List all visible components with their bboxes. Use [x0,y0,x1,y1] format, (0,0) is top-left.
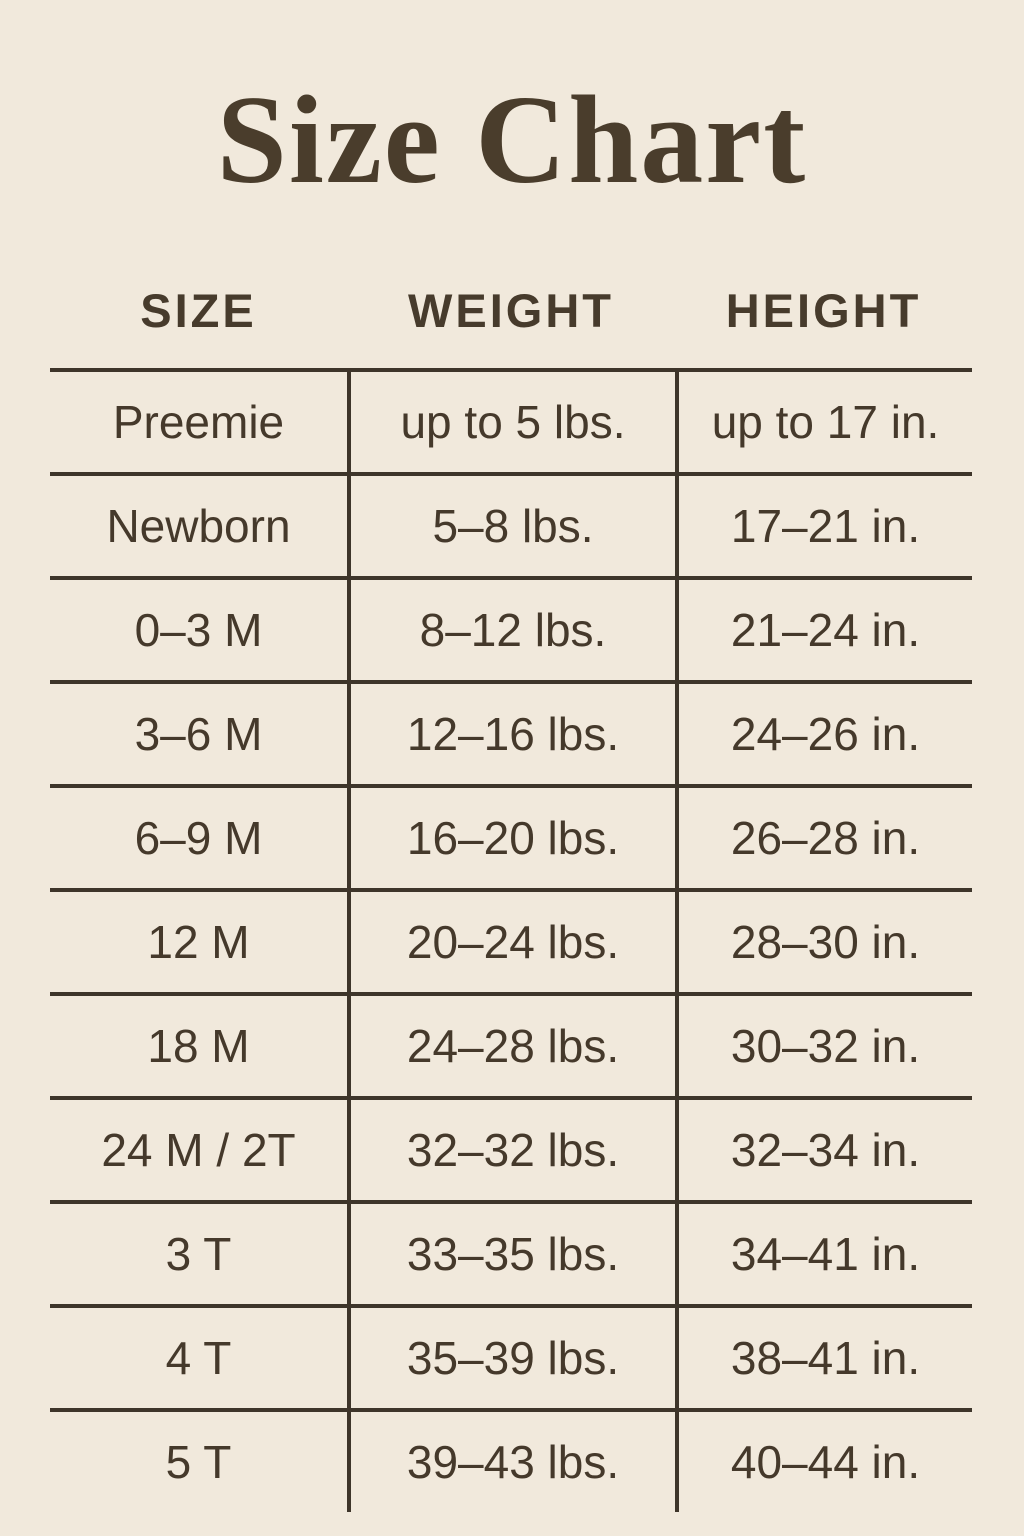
table-row: 3–6 M 12–16 lbs. 24–26 in. [50,680,972,784]
table-header-row: SIZE WEIGHT HEIGHT [50,268,972,352]
table-row: 18 M 24–28 lbs. 30–32 in. [50,992,972,1096]
weight-cell: 35–39 lbs. [347,1308,675,1408]
weight-cell: 8–12 lbs. [347,580,675,680]
height-cell: 38–41 in. [675,1308,972,1408]
size-cell: 3 T [165,1228,232,1280]
size-cell: 4 T [165,1332,232,1384]
table-row: 24 M / 2T 32–32 lbs. 32–34 in. [50,1096,972,1200]
table-row: 3 T 33–35 lbs. 34–41 in. [50,1200,972,1304]
weight-cell: 16–20 lbs. [347,788,675,888]
height-cell: 40–44 in. [675,1412,972,1512]
weight-cell: up to 5 lbs. [347,372,675,472]
height-cell: 30–32 in. [675,996,972,1096]
column-header-size: SIZE [140,283,257,337]
height-cell: up to 17 in. [675,372,972,472]
size-cell: Newborn [106,500,291,552]
page-title: Size Chart [216,71,808,210]
size-cell: 18 M [147,1020,250,1072]
weight-cell: 33–35 lbs. [347,1204,675,1304]
table-row: 12 M 20–24 lbs. 28–30 in. [50,888,972,992]
column-header-weight: WEIGHT [408,283,614,337]
weight-cell: 12–16 lbs. [347,684,675,784]
height-cell: 34–41 in. [675,1204,972,1304]
height-cell: 24–26 in. [675,684,972,784]
height-cell: 26–28 in. [675,788,972,888]
height-cell: 32–34 in. [675,1100,972,1200]
weight-cell: 39–43 lbs. [347,1412,675,1512]
table-row: 4 T 35–39 lbs. 38–41 in. [50,1304,972,1408]
height-cell: 17–21 in. [675,476,972,576]
table-row: 0–3 M 8–12 lbs. 21–24 in. [50,576,972,680]
table-row: Newborn 5–8 lbs. 17–21 in. [50,472,972,576]
weight-cell: 5–8 lbs. [347,476,675,576]
size-cell: 6–9 M [134,812,263,864]
column-header-height: HEIGHT [725,283,922,337]
size-cell: 24 M / 2T [101,1124,296,1176]
weight-cell: 20–24 lbs. [347,892,675,992]
size-cell: 12 M [147,916,250,968]
weight-cell: 24–28 lbs. [347,996,675,1096]
weight-cell: 32–32 lbs. [347,1100,675,1200]
table-row: 5 T 39–43 lbs. 40–44 in. [50,1408,972,1512]
table-row: 6–9 M 16–20 lbs. 26–28 in. [50,784,972,888]
size-table: Preemie up to 5 lbs. up to 17 in. Newbor… [50,368,972,1512]
height-cell: 28–30 in. [675,892,972,992]
size-cell: 3–6 M [134,708,263,760]
height-cell: 21–24 in. [675,580,972,680]
size-cell: 0–3 M [134,604,263,656]
size-cell: Preemie [112,396,285,448]
size-cell: 5 T [165,1436,232,1488]
table-row: Preemie up to 5 lbs. up to 17 in. [50,368,972,472]
